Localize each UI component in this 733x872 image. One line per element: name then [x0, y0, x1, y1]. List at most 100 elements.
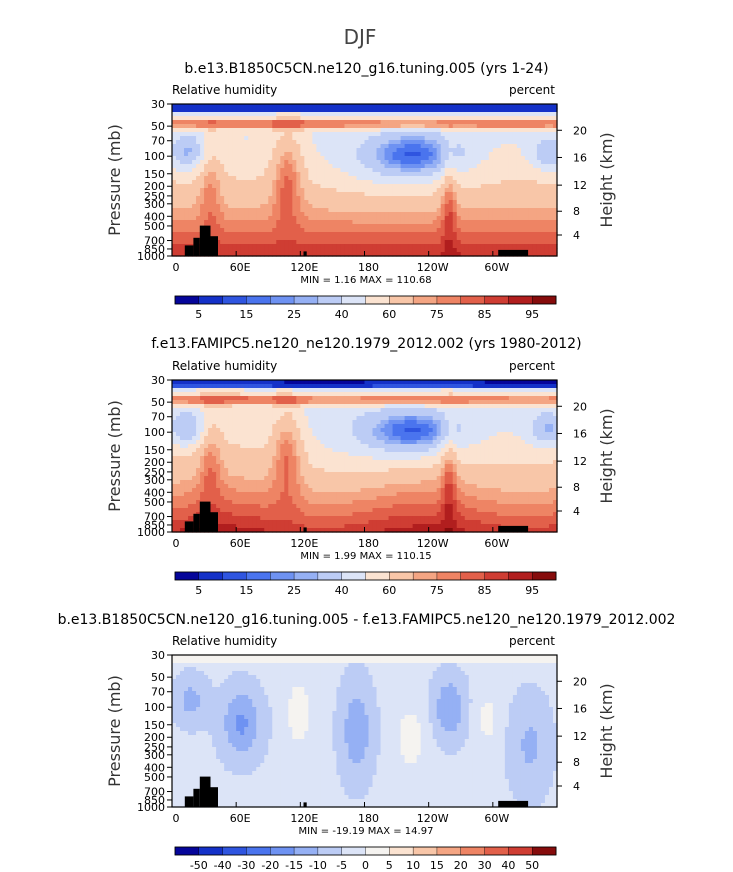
y2-tick-label: 8 — [573, 481, 580, 494]
colorbar-label: 60 — [382, 584, 396, 597]
y-tick-label: 100 — [144, 426, 165, 439]
y-tick-label: 300 — [144, 749, 165, 762]
colorbar-label: 10 — [406, 859, 420, 872]
colorbar-label: 15 — [239, 308, 253, 321]
colorbar-label: -50 — [190, 859, 208, 872]
colorbar-label: -15 — [285, 859, 303, 872]
y-tick-label: 500 — [144, 496, 165, 509]
colorbar-swatch — [412, 571, 438, 581]
y-tick-label: 250 — [144, 190, 165, 203]
colorbar-label: 75 — [430, 584, 444, 597]
colorbar-swatch — [270, 295, 295, 305]
y2-tick-label: 4 — [573, 780, 580, 793]
colorbar-swatch — [293, 846, 319, 856]
y-tick-label: 150 — [144, 719, 165, 732]
colorbar-swatch — [460, 846, 486, 856]
colorbar-swatch — [222, 571, 247, 581]
y-axis-title: Pressure (mb) — [105, 400, 124, 512]
y2-axis-title: Height (km) — [597, 132, 616, 227]
colorbar-swatch — [246, 846, 271, 856]
y-tick-label: 70 — [151, 686, 165, 699]
colorbar-label: 5 — [195, 584, 202, 597]
x-tick-label: 60E — [230, 261, 251, 274]
topography-mask — [210, 236, 218, 256]
colorbar-label: 25 — [287, 584, 301, 597]
y2-tick-label: 4 — [573, 229, 580, 242]
colorbar-label: 5 — [386, 859, 393, 872]
topography-mask — [199, 225, 211, 256]
y-tick-label: 200 — [144, 456, 165, 469]
chart-field — [172, 104, 558, 257]
colorbar-swatch — [460, 571, 486, 581]
colorbar-label: 95 — [525, 308, 539, 321]
topography-mask — [303, 527, 307, 532]
colorbar-swatch — [436, 295, 462, 305]
topography-mask — [193, 237, 200, 256]
colorbar-label: 0 — [362, 859, 369, 872]
topography-mask — [193, 788, 200, 807]
colorbar-swatch — [484, 295, 509, 305]
y-tick-label: 100 — [144, 701, 165, 714]
y-tick-label: 70 — [151, 135, 165, 148]
colorbar-swatch — [436, 571, 462, 581]
colorbar-swatch — [389, 846, 414, 856]
y-axis-title: Pressure (mb) — [105, 124, 124, 236]
y2-tick-label: 4 — [573, 505, 580, 518]
y-tick-label: 150 — [144, 168, 165, 181]
colorbar-label: 5 — [195, 308, 202, 321]
colorbar-swatch — [293, 295, 319, 305]
y2-tick-label: 12 — [573, 730, 587, 743]
topography-mask — [199, 776, 211, 807]
y2-axis-title: Height (km) — [597, 408, 616, 503]
colorbar-swatch — [341, 846, 367, 856]
colorbar-swatch — [436, 846, 462, 856]
y-tick-label: 50 — [151, 671, 165, 684]
chart-title: b.e13.B1850C5CN.ne120_g16.tuning.005 (yr… — [184, 61, 548, 77]
min-max-stats: MIN = 1.16 MAX = 110.68 — [300, 275, 431, 286]
colorbar-swatch — [508, 846, 533, 856]
colorbar-swatch — [317, 295, 343, 305]
chart-panel-1: b.e13.B1850C5CN.ne120_g16.tuning.005 (yr… — [105, 61, 616, 321]
y-tick-label: 400 — [144, 210, 165, 223]
y-tick-label: 200 — [144, 731, 165, 744]
y2-tick-label: 12 — [573, 179, 587, 192]
colorbar-swatch — [222, 846, 247, 856]
colorbar-swatch — [484, 571, 509, 581]
colorbar-label: 25 — [287, 308, 301, 321]
topography-mask — [193, 513, 200, 532]
colorbar-swatch — [341, 295, 367, 305]
y2-axis-title: Height (km) — [597, 683, 616, 778]
colorbar-label: 95 — [525, 584, 539, 597]
y-tick-label: 500 — [144, 771, 165, 784]
panels: b.e13.B1850C5CN.ne120_g16.tuning.005 (yr… — [58, 61, 676, 872]
y-tick-label: 250 — [144, 466, 165, 479]
colorbar-swatch — [174, 571, 200, 581]
chart-panel-3: b.e13.B1850C5CN.ne120_g16.tuning.005 - f… — [58, 612, 676, 872]
y2-tick-label: 20 — [573, 675, 587, 688]
colorbar-label: 20 — [454, 859, 468, 872]
x-tick-label: 60E — [230, 812, 251, 825]
topography-mask — [184, 521, 194, 532]
y-tick-label: 300 — [144, 198, 165, 211]
topography-mask — [303, 802, 307, 807]
x-tick-label: 60E — [230, 537, 251, 550]
y-tick-label: 30 — [151, 649, 165, 662]
chart-panel-2: f.e13.FAMIPC5.ne120_ne120.1979_2012.002 … — [105, 336, 616, 597]
chart-left-label: Relative humidity — [172, 359, 277, 373]
x-tick-label: 180 — [358, 812, 379, 825]
colorbar-label: 40 — [335, 584, 349, 597]
chart-right-label: percent — [509, 634, 555, 648]
colorbar-swatch — [412, 846, 438, 856]
x-tick-label: 60W — [484, 537, 509, 550]
topography-mask — [498, 249, 529, 256]
colorbar-frame — [174, 295, 557, 305]
colorbar-swatch — [198, 571, 224, 581]
x-tick-label: 0 — [173, 812, 180, 825]
colorbar-label: 15 — [239, 584, 253, 597]
y2-tick-label: 16 — [573, 702, 587, 715]
y-tick-label: 30 — [151, 98, 165, 111]
y-tick-label: 70 — [151, 411, 165, 424]
y2-tick-label: 8 — [573, 756, 580, 769]
topography-mask — [210, 787, 218, 807]
y-tick-label: 700 — [144, 786, 165, 799]
